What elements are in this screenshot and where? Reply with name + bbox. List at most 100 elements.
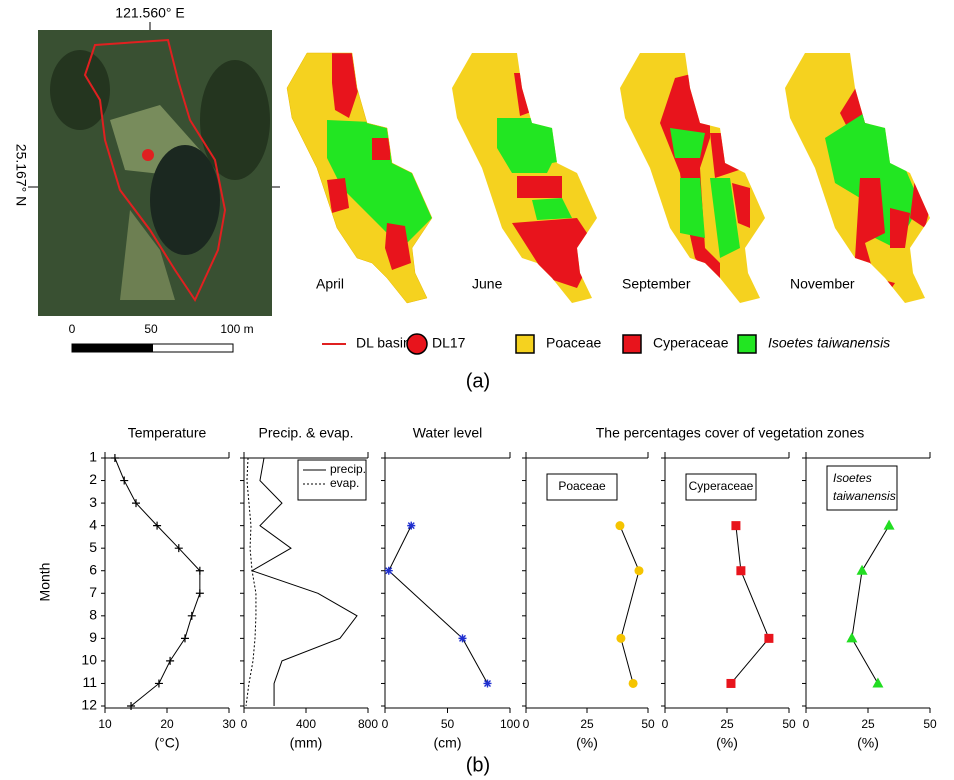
marker <box>846 632 857 642</box>
y-tick-label: 9 <box>89 629 97 645</box>
y-tick-label: 2 <box>89 471 97 487</box>
latitude-label: 25.167° N <box>13 144 29 206</box>
marker <box>166 657 174 665</box>
map-month: June <box>472 276 503 292</box>
y-tick-label: 3 <box>89 494 97 510</box>
legend-label: Poaceae <box>546 335 601 351</box>
scale-label: 100 m <box>220 322 253 336</box>
marker <box>634 566 643 575</box>
x-tick-label: 0 <box>382 717 389 731</box>
x-tick-label: 800 <box>358 717 378 731</box>
x-tick-label: 50 <box>641 717 655 731</box>
longitude-label: 121.560° E <box>115 5 184 21</box>
legend-label: precip. <box>330 462 366 476</box>
scale-label: 50 <box>144 322 158 336</box>
y-tick-label: 10 <box>81 652 97 668</box>
box-label: taiwanensis <box>833 489 896 503</box>
marker <box>884 520 895 530</box>
marker <box>731 521 740 530</box>
x-tick-label: 0 <box>803 717 810 731</box>
marker <box>385 567 393 575</box>
panel-title: Water level <box>413 425 483 441</box>
legend-symbol <box>407 334 427 354</box>
box-label: Isoetes <box>833 471 872 485</box>
legend-symbol <box>516 335 534 353</box>
data-line <box>115 458 200 706</box>
x-tick-label: 25 <box>720 717 734 731</box>
vegetation-map <box>287 53 432 303</box>
x-axis-title: (mm) <box>290 735 323 751</box>
x-tick-label: 50 <box>782 717 796 731</box>
marker <box>615 521 624 530</box>
x-tick-label: 20 <box>160 717 174 731</box>
x-tick-label: 0 <box>241 717 248 731</box>
map-month: November <box>790 276 855 292</box>
x-axis-title: (%) <box>716 735 738 751</box>
panel-label: (b) <box>466 754 490 776</box>
panel-label: (a) <box>466 370 490 392</box>
marker <box>111 454 119 462</box>
x-tick-label: 25 <box>861 717 875 731</box>
marker <box>736 566 745 575</box>
vegetation-map <box>785 53 930 303</box>
satellite-image <box>28 22 280 316</box>
legend-label: evap. <box>330 476 359 490</box>
y-tick-label: 8 <box>89 607 97 623</box>
x-tick-label: 30 <box>222 717 236 731</box>
marker <box>629 679 638 688</box>
data-line <box>389 526 488 684</box>
legend-label: Isoetes taiwanensis <box>768 335 890 351</box>
figure: 121.560° E 25.167° N 0 50 100 m <box>0 0 954 780</box>
y-tick-label: 7 <box>89 584 97 600</box>
x-axis-title: (%) <box>576 735 598 751</box>
site-dl17 <box>142 149 154 161</box>
panel-title: Temperature <box>128 425 207 441</box>
group-title: The percentages cover of vegetation zone… <box>596 425 865 441</box>
marker <box>857 565 868 575</box>
vegetation-map <box>620 53 765 303</box>
x-tick-label: 50 <box>441 717 455 731</box>
data-line <box>620 526 639 684</box>
y-tick-label: 11 <box>82 674 97 690</box>
panel-title: Precip. & evap. <box>259 425 354 441</box>
data-line <box>246 458 256 706</box>
marker <box>181 634 189 642</box>
legend-symbol <box>738 335 756 353</box>
x-axis-title: (cm) <box>434 735 462 751</box>
box-label: Poaceae <box>558 479 606 493</box>
x-tick-label: 0 <box>523 717 530 731</box>
marker <box>196 589 204 597</box>
y-tick-label: 5 <box>89 539 97 555</box>
x-tick-label: 100 <box>500 717 520 731</box>
y-tick-label: 4 <box>89 516 97 532</box>
box-label: Cyperaceae <box>689 479 754 493</box>
x-axis-title: (%) <box>857 735 879 751</box>
map-month: April <box>316 276 344 292</box>
scale-label: 0 <box>69 322 76 336</box>
vegetation-map <box>452 53 597 303</box>
marker <box>872 677 883 687</box>
legend-symbol <box>623 335 641 353</box>
x-axis-title: (°C) <box>154 735 179 751</box>
y-tick-label: 6 <box>89 561 97 577</box>
legend-label: DL basin <box>356 335 411 351</box>
marker <box>407 522 415 530</box>
marker <box>616 634 625 643</box>
marker <box>484 679 492 687</box>
x-tick-label: 50 <box>923 717 937 731</box>
x-tick-label: 0 <box>662 717 669 731</box>
data-line <box>731 526 769 684</box>
x-tick-label: 10 <box>98 717 112 731</box>
data-line <box>852 526 889 684</box>
legend-label: DL17 <box>432 335 466 351</box>
legend-label: Cyperaceae <box>653 335 729 351</box>
scale-bar <box>72 344 153 352</box>
x-tick-label: 400 <box>296 717 316 731</box>
map-month: September <box>622 276 691 292</box>
marker <box>726 679 735 688</box>
marker <box>764 634 773 643</box>
marker <box>188 612 196 620</box>
y-tick-label: 12 <box>81 697 97 713</box>
y-axis-title: Month <box>37 563 53 602</box>
y-tick-label: 1 <box>89 449 97 465</box>
